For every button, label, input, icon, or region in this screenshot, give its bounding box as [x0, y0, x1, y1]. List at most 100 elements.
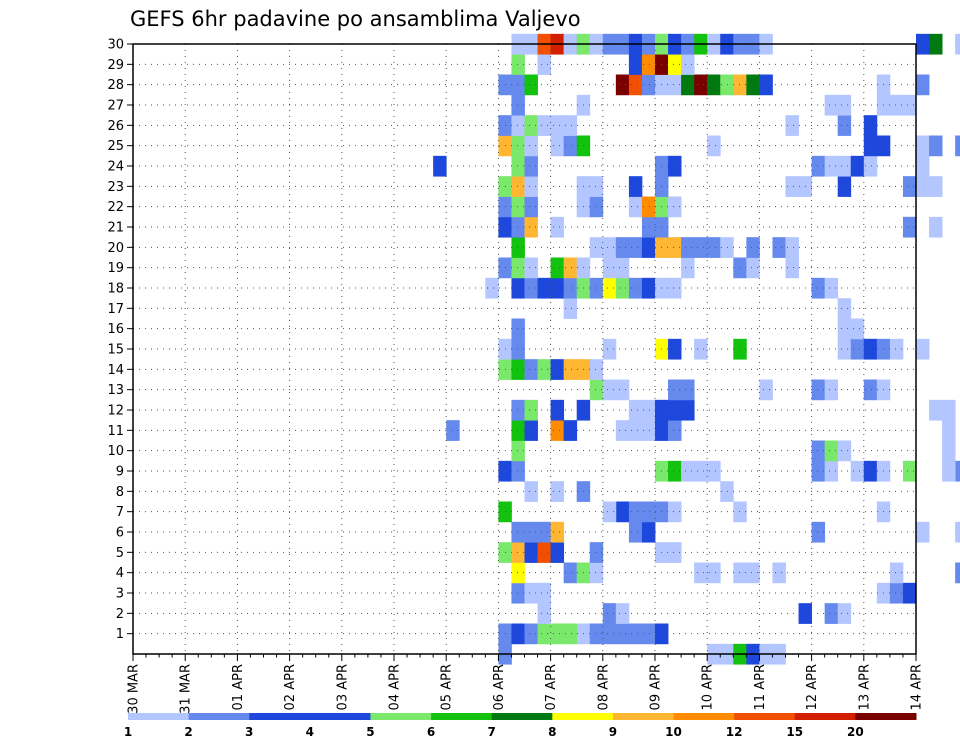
heatmap-cell [720, 481, 734, 502]
colorbar-label: 15 [786, 725, 803, 739]
heatmap-cell [563, 298, 578, 319]
y-tick-label: 5 [116, 546, 124, 561]
heatmap-cell [694, 338, 708, 360]
y-tick-label: 26 [107, 119, 124, 134]
colorbar-swatch [734, 713, 796, 720]
y-tick-label: 15 [107, 343, 124, 358]
heatmap-cell [929, 176, 943, 197]
heatmap-cell [916, 521, 930, 543]
heatmap-cell [563, 115, 578, 136]
y-tick-label: 19 [107, 261, 124, 276]
heatmap-cell [563, 135, 578, 157]
heatmap-cell [511, 94, 525, 116]
heatmap-cell [537, 521, 551, 543]
y-tick-label: 27 [107, 99, 124, 114]
heatmap-cell [889, 94, 904, 116]
heatmap-cell [837, 603, 852, 624]
heatmap-cell [929, 399, 943, 421]
x-tick-label: 07 APR [544, 664, 559, 710]
y-tick-label: 29 [107, 58, 124, 73]
heatmap-cell [850, 155, 865, 177]
heatmap-cell [902, 460, 917, 482]
heatmap-cell [837, 298, 852, 319]
heatmap-cell [811, 440, 826, 462]
heatmap-cell [524, 277, 538, 299]
colorbar-label: 3 [245, 725, 253, 739]
heatmap-cell [850, 338, 865, 360]
heatmap-cell [863, 115, 878, 136]
colorbar-swatch [128, 713, 190, 720]
y-tick-label: 25 [107, 139, 124, 154]
heatmap-cell [837, 155, 852, 177]
heatmap-cell [615, 501, 630, 523]
heatmap-cell [615, 379, 630, 401]
heatmap-cell [707, 562, 721, 584]
heatmap-cell [511, 196, 525, 218]
heatmap-cell [694, 74, 708, 96]
heatmap-cell [602, 379, 617, 401]
x-tick-label: 06 APR [492, 664, 507, 710]
heatmap-cell [511, 135, 525, 157]
heatmap-cell [720, 237, 734, 258]
heatmap-cell [615, 603, 630, 624]
heatmap-cell [524, 155, 538, 177]
heatmap-cell [942, 460, 956, 482]
heatmap-cell [615, 623, 630, 645]
heatmap-cell [811, 277, 826, 299]
heatmap-cell [785, 115, 799, 136]
heatmap-cell [550, 257, 565, 279]
heatmap-cell [641, 237, 656, 258]
y-tick-label: 24 [107, 160, 124, 175]
heatmap-cell [694, 237, 708, 258]
heatmap-cell [863, 155, 878, 177]
heatmap-cell [733, 74, 747, 96]
heatmap-cell [641, 216, 656, 238]
heatmap-cell [902, 94, 917, 116]
x-tick-label: 12 APR [805, 664, 820, 710]
heatmap-cell [524, 481, 538, 502]
colorbar-label: 6 [427, 725, 435, 739]
colorbar-label: 1 [124, 725, 132, 739]
heatmap-cell [733, 338, 747, 360]
colorbar: 1 2 3 4 5 6 7 8 9 10 12 15 20 [124, 713, 917, 739]
heatmap-cell [811, 521, 826, 543]
heatmap-cell [863, 135, 878, 157]
heatmap-cell [563, 562, 578, 584]
y-tick-label: 8 [116, 485, 124, 500]
y-tick-label: 20 [107, 241, 124, 256]
heatmap-cell [628, 623, 643, 645]
heatmap-cell [733, 562, 747, 584]
x-tick-label: 02 APR [283, 664, 298, 710]
heatmap-cell [550, 216, 565, 238]
heatmap-cell [668, 379, 682, 401]
heatmap-cell [602, 237, 617, 258]
heatmap-cell [524, 420, 538, 441]
heatmap-cell [537, 54, 551, 75]
y-tick-label: 17 [107, 302, 124, 317]
heatmap-cell [902, 582, 917, 604]
heatmap-cell [641, 521, 656, 543]
x-tick-label: 11 APR [753, 664, 768, 710]
y-tick-label: 14 [107, 363, 124, 378]
heatmap-cell [589, 379, 604, 401]
heatmap-cell [589, 237, 604, 258]
y-tick-label: 18 [107, 282, 124, 297]
heatmap-cell [602, 623, 617, 645]
heatmap-cell [668, 542, 682, 563]
y-tick-label: 13 [107, 383, 124, 398]
heatmap-cell [550, 359, 565, 380]
heatmap-cell [668, 277, 682, 299]
chart-title: GEFS 6hr padavine po ansamblima Valjevo [130, 7, 581, 31]
heatmap-cell [811, 155, 826, 177]
heatmap-cell [837, 338, 852, 360]
heatmap-cell [511, 359, 525, 380]
heatmap-cell [668, 420, 682, 441]
heatmap-cell [863, 379, 878, 401]
heatmap-cell [524, 196, 538, 218]
heatmap-cell [785, 176, 799, 197]
heatmap-cell [563, 359, 578, 380]
y-tick-label: 6 [116, 526, 124, 541]
colorbar-swatch [552, 713, 614, 720]
heatmap-cell [628, 196, 643, 218]
